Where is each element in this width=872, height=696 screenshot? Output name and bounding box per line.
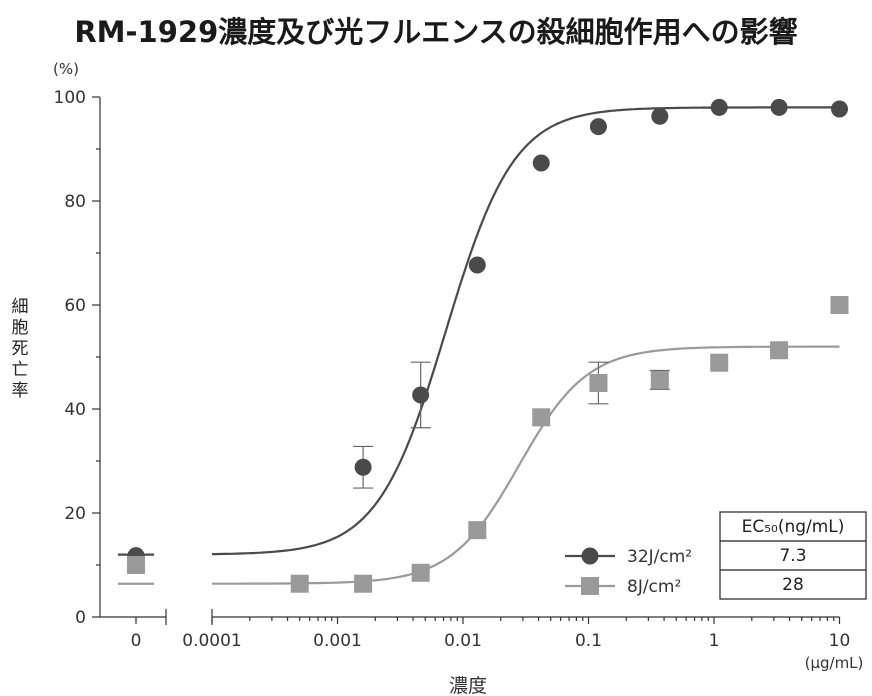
- y-axis-label-char: 率: [12, 381, 29, 401]
- axes: 0 20 40 60 80 100 0 0.0001 0.001 0.01 0.1 1 10: [54, 88, 851, 651]
- data-point-square: [290, 574, 309, 593]
- y-axis-label-char: 細: [12, 297, 29, 317]
- x-tick-label: 10: [829, 631, 851, 651]
- data-point-square: [710, 353, 729, 372]
- ec50-table-value: 7.3: [779, 546, 806, 566]
- data-point-square: [532, 408, 551, 427]
- legend-marker-circle: [581, 547, 599, 565]
- ec50-table: EC₅₀(ng/mL) 7.3 28: [719, 511, 867, 600]
- x-axis-label: 濃度: [449, 675, 487, 696]
- x-tick-label: 0.01: [444, 631, 482, 651]
- y-tick-label: 20: [64, 504, 86, 524]
- data-marks: [127, 98, 849, 593]
- ec50-table-header: EC₅₀(ng/mL): [742, 517, 845, 537]
- y-axis-label-char: 胞: [12, 318, 29, 338]
- data-point-square: [650, 370, 669, 389]
- y-axis-label-char: 死: [12, 339, 29, 359]
- data-point-square: [589, 374, 608, 392]
- legend-marker-square: [581, 577, 599, 595]
- y-tick-label: 0: [75, 608, 86, 628]
- data-point-square: [127, 556, 145, 574]
- data-point-square: [468, 521, 487, 540]
- data-point-circle: [770, 98, 788, 116]
- fit-curve: [212, 345, 840, 585]
- y-axis-unit: (%): [53, 60, 79, 78]
- x-tick-label: 0.001: [313, 631, 362, 651]
- legend-label: 8J/cm²: [627, 577, 681, 597]
- data-point-circle: [710, 98, 728, 116]
- fit-curves: [118, 106, 840, 585]
- data-point-circle: [589, 118, 607, 136]
- legend: 32J/cm² 8J/cm²: [565, 547, 692, 597]
- data-point-square: [830, 296, 849, 314]
- y-axis-label-char: 亡: [12, 360, 29, 380]
- data-point-circle: [532, 154, 550, 172]
- data-point-circle: [831, 100, 848, 118]
- data-point-square: [770, 341, 789, 360]
- data-point-circle: [412, 386, 430, 404]
- data-point-square: [411, 563, 430, 582]
- ec50-table-border: [719, 511, 867, 600]
- x-tick-label: 1: [709, 631, 720, 651]
- data-point-circle: [468, 256, 486, 274]
- x-axis-unit: (μg/mL): [805, 654, 864, 672]
- data-point-circle: [651, 107, 669, 125]
- y-tick-label: 40: [64, 400, 86, 420]
- data-point-square: [354, 574, 373, 593]
- x-tick-label: 0.0001: [182, 631, 241, 651]
- x-tick-label: 0.1: [575, 631, 602, 651]
- y-tick-label: 80: [64, 192, 86, 212]
- y-tick-label: 100: [54, 88, 86, 108]
- chart-title: RM-1929濃度及び光フルエンスの殺細胞作用への影響: [74, 15, 797, 49]
- data-point-circle: [354, 458, 372, 476]
- legend-label: 32J/cm²: [627, 547, 692, 567]
- y-tick-label: 60: [64, 296, 86, 316]
- ec50-table-value: 28: [782, 575, 804, 595]
- x-tick-label: 0: [131, 631, 142, 651]
- fit-curve: [212, 106, 840, 556]
